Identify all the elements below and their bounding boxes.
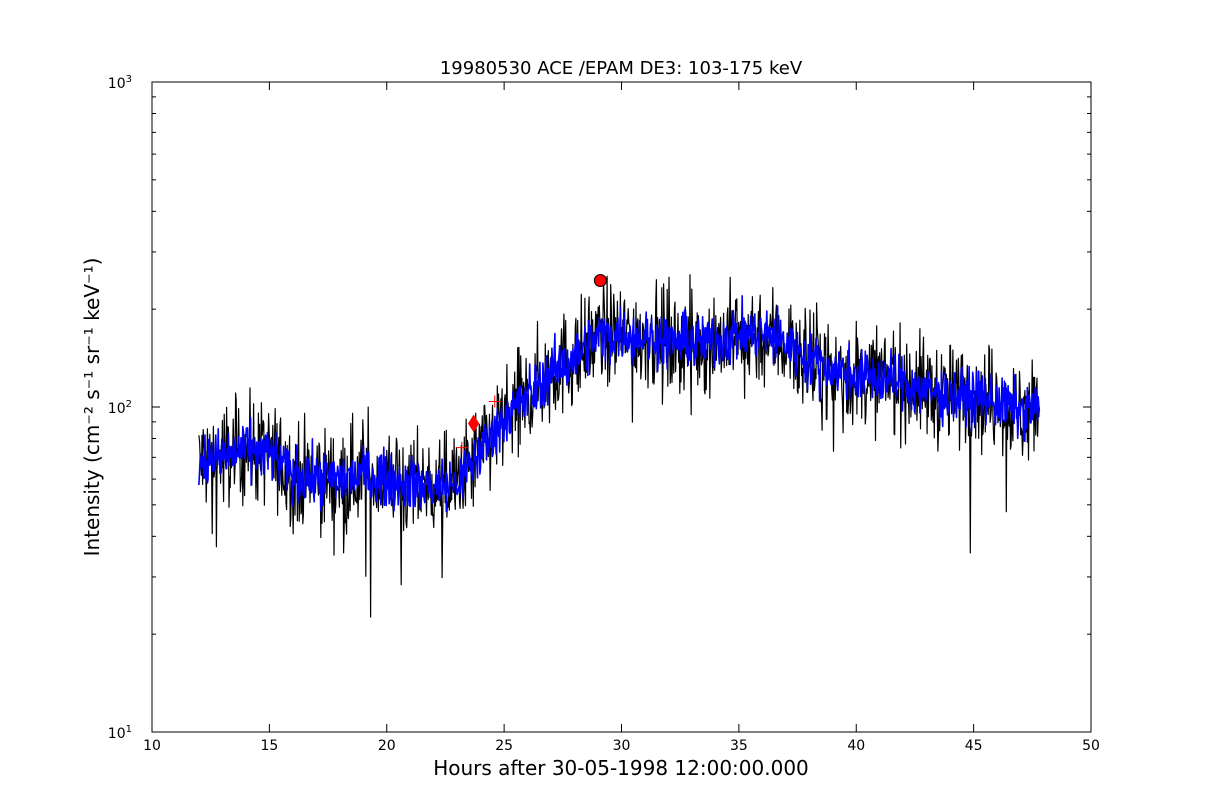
x-tick-label: 25 — [495, 738, 513, 754]
marker-circle — [593, 274, 607, 288]
x-tick-label: 50 — [1082, 738, 1100, 754]
series-layer — [198, 274, 1041, 618]
x-tick-label: 10 — [143, 738, 161, 754]
y-tick-exponent: 2 — [126, 399, 132, 410]
x-tick-label: 45 — [965, 738, 983, 754]
marker-layer — [455, 274, 607, 454]
x-tick-label: 15 — [260, 738, 278, 754]
marker-diamond — [468, 414, 480, 433]
chart-title: 19980530 ACE /EPAM DE3: 103-175 keV — [440, 58, 803, 79]
y-tick-exponent: 3 — [126, 74, 132, 85]
marker-plus — [455, 441, 468, 454]
x-tick-label: 40 — [847, 738, 865, 754]
plot-area — [198, 274, 1041, 618]
x-tick-label: 20 — [378, 738, 396, 754]
y-tick-exponent: 1 — [126, 724, 132, 735]
series-line-smoothed-blue-line — [198, 295, 1041, 513]
x-axis-label: Hours after 30-05-1998 12:00:00.000 — [433, 756, 809, 780]
y-axis-label: Intensity (cm⁻² s⁻¹ sr⁻¹ keV⁻¹) — [80, 258, 104, 557]
marker-plus — [488, 395, 501, 408]
x-tick-label: 35 — [730, 738, 748, 754]
x-tick-label: 30 — [613, 738, 631, 754]
